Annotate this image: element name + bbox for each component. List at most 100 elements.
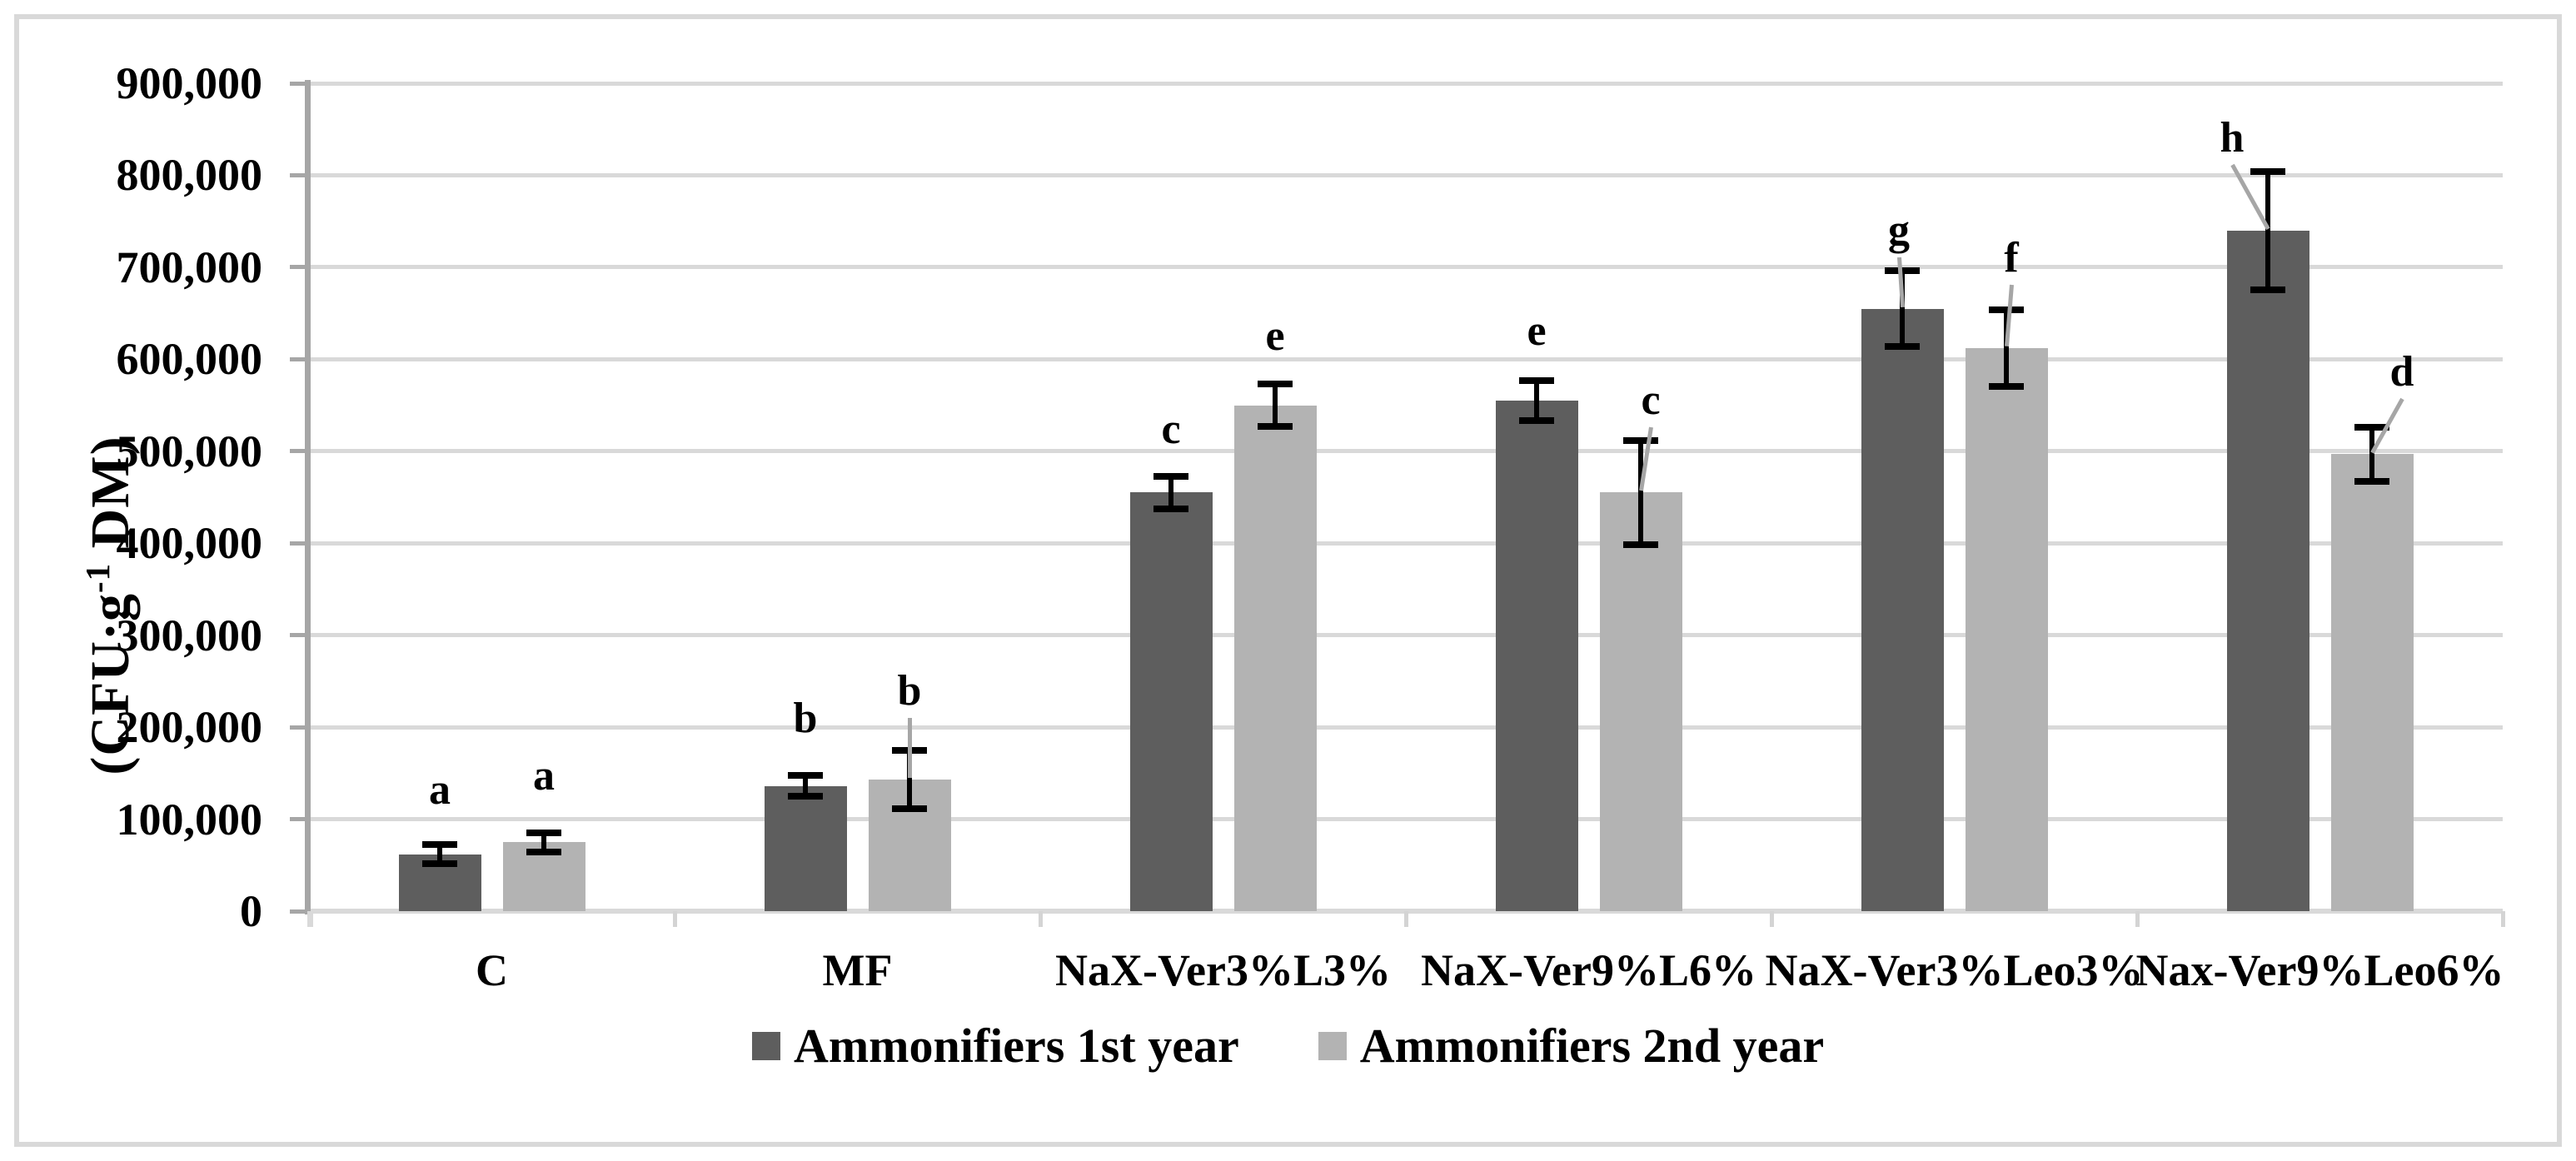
y-tick-label: 300,000: [116, 610, 263, 660]
sig-letter-c: c: [1161, 406, 1181, 454]
error-bar-line: [2265, 167, 2270, 293]
error-bar-cap-top: [2354, 423, 2389, 431]
sig-letter-a: a: [533, 751, 555, 800]
error-bar-cap-bottom: [1519, 416, 1554, 424]
error-bar-cap-bottom: [2250, 286, 2285, 293]
sig-letter-g: g: [1888, 206, 1910, 254]
error-bar-cap-top: [422, 841, 457, 849]
sig-letter-e: e: [1265, 311, 1285, 360]
y-tick-label: 200,000: [116, 702, 263, 753]
y-axis-tick: [290, 633, 309, 638]
legend-label: Ammonifiers 1st year: [793, 1019, 1239, 1073]
category-label-Nax-Ver9%Leo6%: Nax-Ver9%Leo6%: [2135, 945, 2504, 995]
x-axis-tick: [1403, 911, 1408, 927]
gridline: [309, 356, 2503, 361]
error-bar-cap-bottom: [1258, 423, 1293, 431]
sig-letter-a: a: [429, 766, 451, 815]
y-axis-title-sup: -1: [79, 562, 117, 593]
bar-series2-NaX-Ver9%L6%: [1599, 492, 1682, 911]
error-bar-line: [1900, 267, 1905, 351]
gridline: [309, 725, 2503, 730]
y-tick-label: 500,000: [116, 426, 263, 476]
error-bar-line: [1534, 377, 1539, 424]
chart-frame-border: [14, 14, 2562, 1147]
gridline: [309, 633, 2503, 638]
bar-series2-NaX-Ver3%L3%: [1233, 405, 1317, 911]
error-bar-line: [1168, 473, 1173, 512]
gridline: [309, 449, 2503, 454]
sig-letter-h: h: [2220, 113, 2245, 162]
error-bar-cap-bottom: [788, 793, 823, 800]
error-bar-cap-top: [1623, 437, 1658, 445]
x-axis-tick: [2135, 911, 2140, 927]
sig-letter-d: d: [2389, 347, 2414, 396]
y-tick-label: 400,000: [116, 518, 263, 569]
y-axis-tick: [290, 725, 309, 730]
bar-series2-NaX-Ver3%Leo3%: [1965, 348, 2048, 911]
y-axis-tick: [290, 817, 309, 822]
legend-item-2: Ammonifiers 2nd year: [1318, 1019, 1824, 1073]
y-tick-label: 900,000: [116, 58, 263, 108]
legend: Ammonifiers 1st year Ammonifiers 2nd year: [0, 1019, 2576, 1073]
x-axis-tick: [307, 911, 313, 927]
category-label-NaX-Ver3%Leo3%: NaX-Ver3%Leo3%: [1765, 945, 2144, 995]
category-label-C: C: [476, 945, 508, 995]
error-bar-cap-top: [1989, 306, 2024, 314]
x-axis-tick: [672, 911, 677, 927]
error-bar-cap-bottom: [1153, 505, 1188, 512]
error-bar-cap-top: [526, 829, 561, 836]
y-tick-label: 100,000: [116, 794, 263, 845]
error-bar-cap-bottom: [526, 848, 561, 855]
bar-series1-NaX-Ver3%L3%: [1129, 492, 1213, 911]
category-label-NaX-Ver9%L6%: NaX-Ver9%L6%: [1421, 945, 1756, 995]
y-axis-tick: [290, 265, 309, 270]
bar-series2-Nax-Ver9%Leo6%: [2330, 454, 2414, 911]
gridline: [309, 817, 2503, 822]
y-axis-tick: [290, 356, 309, 361]
error-bar-cap-bottom: [1623, 541, 1658, 548]
x-axis-tick: [2500, 911, 2505, 927]
error-bar-line: [1273, 380, 1278, 431]
error-bar-line: [541, 829, 546, 855]
bar-series1-NaX-Ver3%Leo3%: [1861, 308, 1944, 911]
legend-swatch-icon: [751, 1032, 780, 1060]
error-bar-cap-bottom: [422, 860, 457, 867]
sig-letter-e: e: [1527, 307, 1547, 356]
y-axis-tick: [290, 909, 309, 914]
y-axis-tick: [290, 172, 309, 177]
error-bar-line: [803, 772, 808, 800]
sig-letter-b: b: [897, 667, 922, 715]
error-bar-line: [2004, 306, 2009, 390]
error-bar-cap-bottom: [1885, 343, 1920, 351]
y-tick-label: 700,000: [116, 242, 263, 292]
legend-label: Ammonifiers 2nd year: [1359, 1019, 1825, 1073]
x-axis-tick: [1038, 911, 1043, 927]
gridline: [309, 172, 2503, 177]
error-bar-cap-top: [1153, 473, 1188, 481]
error-bar-cap-top: [1519, 377, 1554, 385]
legend-item-1: Ammonifiers 1st year: [751, 1019, 1239, 1073]
category-label-NaX-Ver3%L3%: NaX-Ver3%L3%: [1055, 945, 1391, 995]
gridline: [309, 81, 2503, 86]
bar-series1-NaX-Ver9%L6%: [1495, 401, 1578, 911]
y-tick-label: 0: [240, 886, 262, 936]
error-bar-line: [2369, 423, 2374, 485]
error-bar-cap-bottom: [1989, 382, 2024, 390]
gridline: [309, 265, 2503, 270]
error-bar-line: [1638, 437, 1643, 548]
annotation-leader-line: [907, 718, 912, 779]
y-axis-tick: [290, 81, 309, 86]
error-bar-line: [437, 841, 442, 867]
error-bar-cap-bottom: [892, 805, 927, 812]
y-axis-line: [305, 80, 311, 914]
legend-swatch-icon: [1318, 1032, 1347, 1060]
x-axis-tick: [1769, 911, 1774, 927]
sig-letter-c: c: [1641, 376, 1661, 425]
y-axis-tick: [290, 449, 309, 454]
sig-letter-b: b: [793, 695, 818, 743]
error-bar-cap-top: [788, 772, 823, 780]
y-axis-tick: [290, 541, 309, 546]
y-tick-label: 600,000: [116, 334, 263, 385]
gridline: [309, 541, 2503, 546]
